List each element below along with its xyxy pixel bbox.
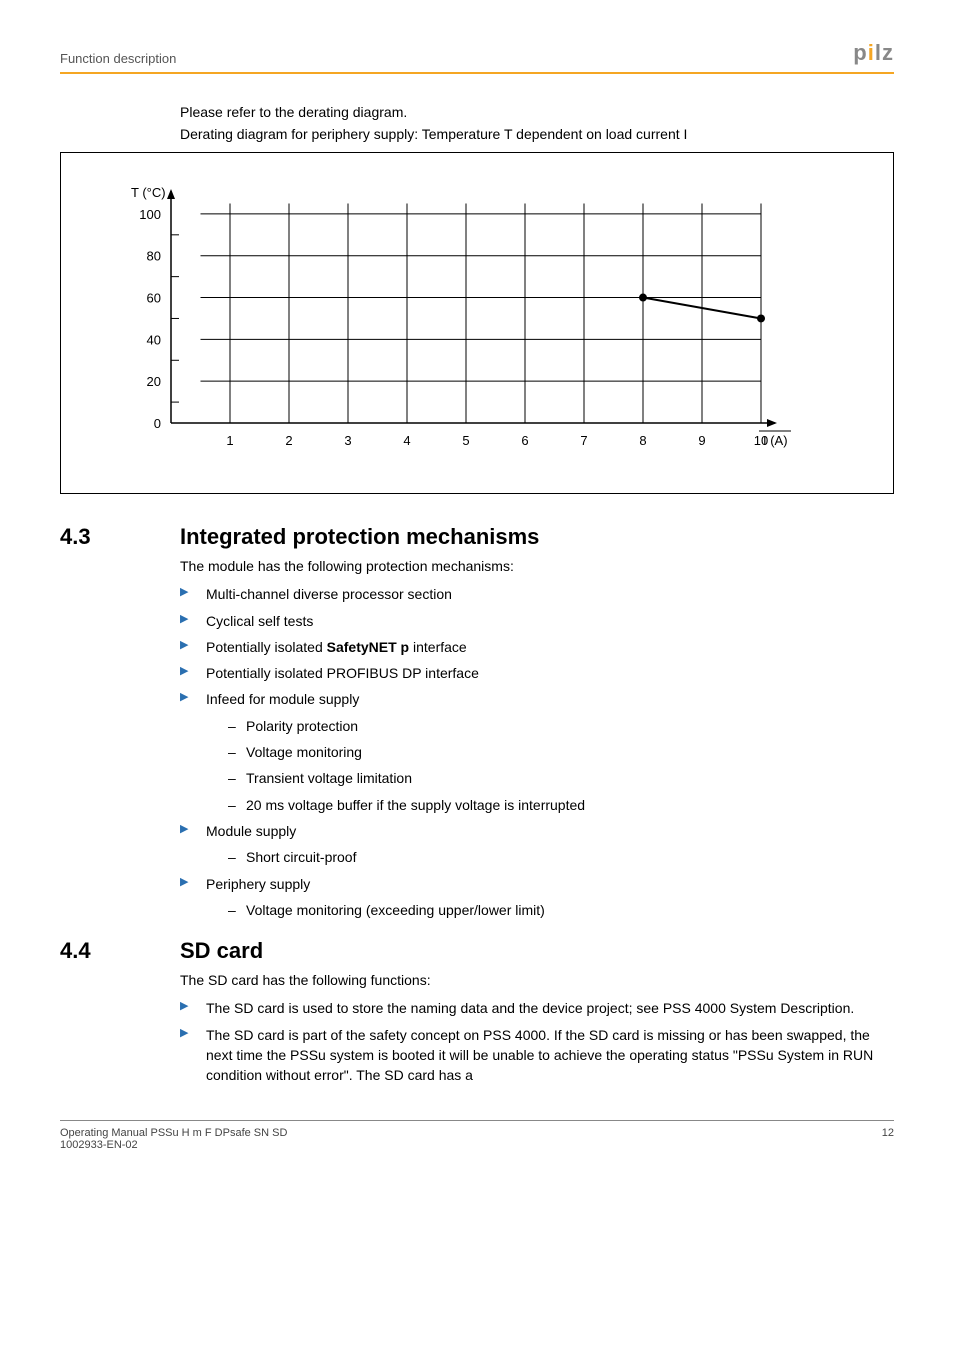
list-item: Periphery supply Voltage monitoring (exc… xyxy=(180,874,894,921)
section-title: SD card xyxy=(180,938,263,964)
svg-text:40: 40 xyxy=(147,332,161,347)
svg-text:8: 8 xyxy=(639,433,646,448)
svg-text:0: 0 xyxy=(154,416,161,431)
section-lead: The module has the following protection … xyxy=(180,556,894,576)
intro-line-1: Please refer to the derating diagram. xyxy=(180,104,894,120)
svg-text:2: 2 xyxy=(285,433,292,448)
sub-item: Voltage monitoring (exceeding upper/lowe… xyxy=(228,900,894,920)
svg-text:1: 1 xyxy=(226,433,233,448)
svg-text:7: 7 xyxy=(580,433,587,448)
header-title: Function description xyxy=(60,51,176,66)
sub-item: Voltage monitoring xyxy=(228,742,894,762)
list-item: Potentially isolated PROFIBUS DP interfa… xyxy=(180,663,894,683)
svg-text:T (°C): T (°C) xyxy=(131,185,166,200)
svg-text:60: 60 xyxy=(147,291,161,306)
chart-svg: 02040608010012345678910T (°C)I (A) xyxy=(101,183,801,463)
section-number: 4.4 xyxy=(60,938,180,964)
svg-text:5: 5 xyxy=(462,433,469,448)
sub-item: 20 ms voltage buffer if the supply volta… xyxy=(228,795,894,815)
svg-text:3: 3 xyxy=(344,433,351,448)
svg-text:80: 80 xyxy=(147,249,161,264)
section-lead: The SD card has the following functions: xyxy=(180,970,894,990)
list-item: Cyclical self tests xyxy=(180,611,894,631)
list-item: Infeed for module supply Polarity protec… xyxy=(180,689,894,814)
derating-chart: 02040608010012345678910T (°C)I (A) xyxy=(60,152,894,494)
page-header: Function description pilz xyxy=(60,40,894,72)
page-number: 12 xyxy=(882,1127,894,1151)
list-item: Multi-channel diverse processor section xyxy=(180,584,894,604)
svg-text:9: 9 xyxy=(698,433,705,448)
list-item: Potentially isolated SafetyNET p interfa… xyxy=(180,637,894,657)
section-4-4-heading: 4.4 SD card xyxy=(60,938,894,964)
sdcard-list: The SD card is used to store the naming … xyxy=(180,998,894,1085)
sub-item: Short circuit-proof xyxy=(228,847,894,867)
brand-logo: pilz xyxy=(853,40,894,66)
svg-text:6: 6 xyxy=(521,433,528,448)
section-4-3-heading: 4.3 Integrated protection mechanisms xyxy=(60,524,894,550)
sub-item: Transient voltage limitation xyxy=(228,768,894,788)
header-rule xyxy=(60,72,894,74)
list-item: The SD card is used to store the naming … xyxy=(180,998,894,1018)
sub-item: Polarity protection xyxy=(228,716,894,736)
list-item: Module supply Short circuit-proof xyxy=(180,821,894,868)
svg-text:4: 4 xyxy=(403,433,410,448)
page-footer: Operating Manual PSSu H m F DPsafe SN SD… xyxy=(60,1120,894,1151)
svg-text:I (A): I (A) xyxy=(763,433,788,448)
section-number: 4.3 xyxy=(60,524,180,550)
intro-line-2: Derating diagram for periphery supply: T… xyxy=(180,126,894,142)
svg-text:100: 100 xyxy=(139,207,161,222)
footer-left: Operating Manual PSSu H m F DPsafe SN SD… xyxy=(60,1127,287,1151)
section-title: Integrated protection mechanisms xyxy=(180,524,539,550)
protection-list: Multi-channel diverse processor section … xyxy=(180,584,894,920)
list-item: The SD card is part of the safety concep… xyxy=(180,1025,894,1086)
svg-text:20: 20 xyxy=(147,374,161,389)
